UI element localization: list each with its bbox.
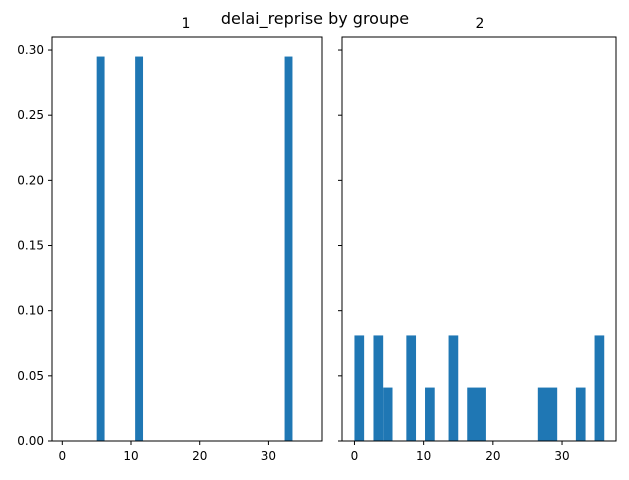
y-tick-label: 0.10 (17, 304, 44, 318)
x-tick-label: 10 (416, 449, 431, 463)
x-tick-label: 10 (123, 449, 138, 463)
histogram-bar (354, 335, 365, 441)
histogram-bar (135, 56, 144, 442)
histogram-bar (537, 387, 558, 441)
y-tick-label: 0.05 (17, 369, 44, 383)
y-tick-label: 0.00 (17, 434, 44, 448)
histogram-bar (575, 387, 586, 441)
histogram-bar (406, 335, 417, 441)
histogram-bar (383, 387, 393, 441)
panel-group-1: 1 0 10 20 30 0.00 0.05 0.10 0.15 0.20 0.25 0.30 (17, 16, 323, 463)
x-tick-label: 30 (261, 449, 276, 463)
panel-title-2: 2 (476, 16, 485, 32)
histogram-bar (467, 387, 486, 441)
histogram-bar (373, 335, 384, 441)
histogram-bar (96, 56, 105, 442)
panel-title-1: 1 (182, 16, 191, 32)
y-tick-label: 0.20 (17, 173, 44, 187)
histogram-bar (284, 56, 293, 442)
y-tick-label: 0.15 (17, 239, 44, 253)
histogram-bar (448, 335, 459, 441)
plot-area-2 (341, 36, 617, 442)
histogram-bar (425, 387, 435, 441)
histogram-bar (594, 335, 605, 441)
x-tick-label: 20 (485, 449, 500, 463)
x-tick-label: 0 (58, 449, 66, 463)
chart-title: delai_reprise by groupe (221, 9, 409, 29)
panel-group-2: 2 0 10 20 30 (338, 16, 617, 463)
plot-area-1 (51, 36, 323, 442)
y-tick-label: 0.30 (17, 43, 44, 57)
y-tick-label: 0.25 (17, 108, 44, 122)
x-tick-label: 20 (192, 449, 207, 463)
x-tick-label: 0 (351, 449, 359, 463)
x-tick-label: 30 (554, 449, 569, 463)
